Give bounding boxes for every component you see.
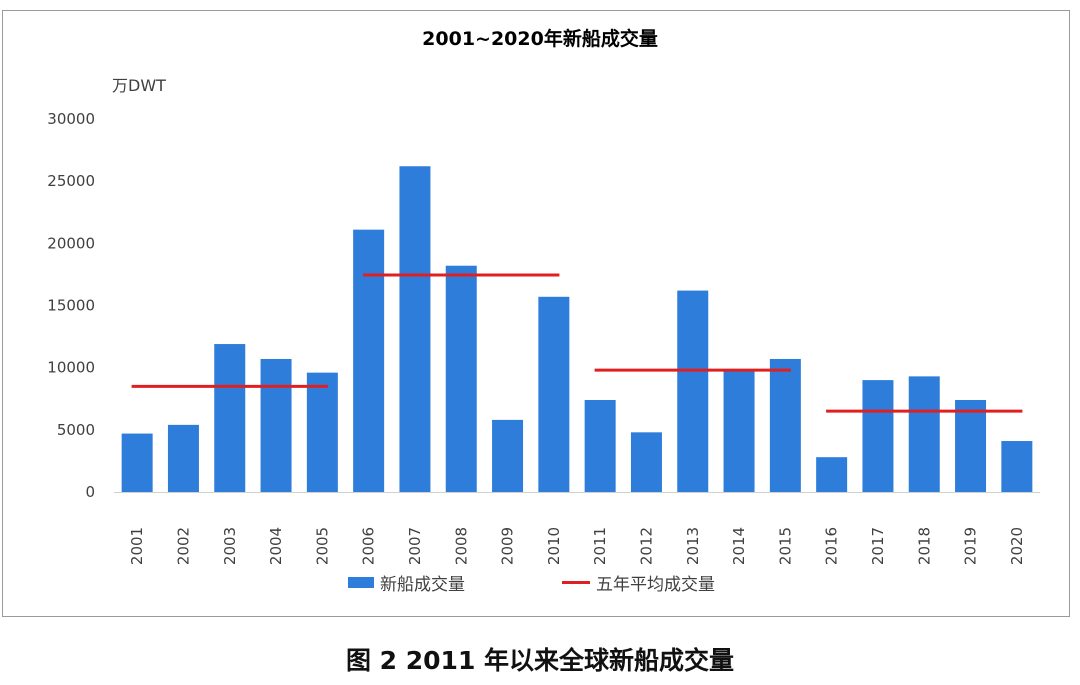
figure-caption: 图 2 2011 年以来全球新船成交量 [345,646,735,675]
y-tick-label: 25000 [47,172,95,190]
legend-bar-label: 新船成交量 [380,575,465,595]
bar [353,229,385,492]
x-tick-label: 2008 [452,527,470,565]
x-tick-label: 2012 [637,527,655,565]
bar [630,432,662,492]
x-tick-label: 2001 [128,527,146,565]
bar [723,370,755,492]
bar [955,399,987,492]
x-tick-label: 2009 [499,527,517,565]
x-tick-label: 2017 [869,527,887,565]
legend-line-swatch [562,581,590,584]
bar [306,372,338,492]
bar [260,358,292,492]
y-tick-label: 0 [85,483,95,501]
y-axis-unit-label: 万DWT [112,76,166,95]
x-tick-label: 2003 [221,527,239,565]
x-tick-label: 2014 [730,527,748,565]
bar [399,166,431,492]
x-tick-label: 2020 [1008,527,1026,565]
bar [445,265,477,492]
bar [214,344,246,492]
x-tick-label: 2011 [591,527,609,565]
x-tick-label: 2004 [267,527,285,565]
x-tick-label: 2016 [823,527,841,565]
chart-frame [2,10,1070,617]
legend-item-average: 五年平均成交量 [562,570,715,595]
y-tick-label: 5000 [57,421,95,439]
legend-line-label: 五年平均成交量 [596,575,715,595]
x-tick-label: 2018 [915,527,933,565]
y-tick-label: 20000 [47,234,95,252]
bar [1001,441,1033,492]
x-tick-label: 2007 [406,527,424,565]
bar [121,433,153,492]
x-tick-label: 2005 [313,527,331,565]
y-tick-label: 30000 [47,110,95,128]
y-tick-label: 10000 [47,359,95,377]
bar [584,399,616,492]
x-tick-label: 2010 [545,527,563,565]
chart-legend: 新船成交量 五年平均成交量 [0,570,1080,598]
bar [862,380,894,492]
bar [167,424,199,492]
bar [538,296,570,492]
bar [677,290,709,492]
bar [492,419,524,492]
chart-title: 2001~2020年新船成交量 [422,28,658,50]
x-tick-label: 2019 [962,527,980,565]
x-tick-label: 2013 [684,527,702,565]
bar [769,358,801,492]
legend-bar-swatch [348,577,374,588]
bar [816,457,848,492]
legend-item-bars: 新船成交量 [348,570,465,595]
bar [908,376,940,492]
x-tick-label: 2006 [360,527,378,565]
y-tick-label: 15000 [47,297,95,315]
x-tick-label: 2002 [174,527,192,565]
x-tick-label: 2015 [776,527,794,565]
